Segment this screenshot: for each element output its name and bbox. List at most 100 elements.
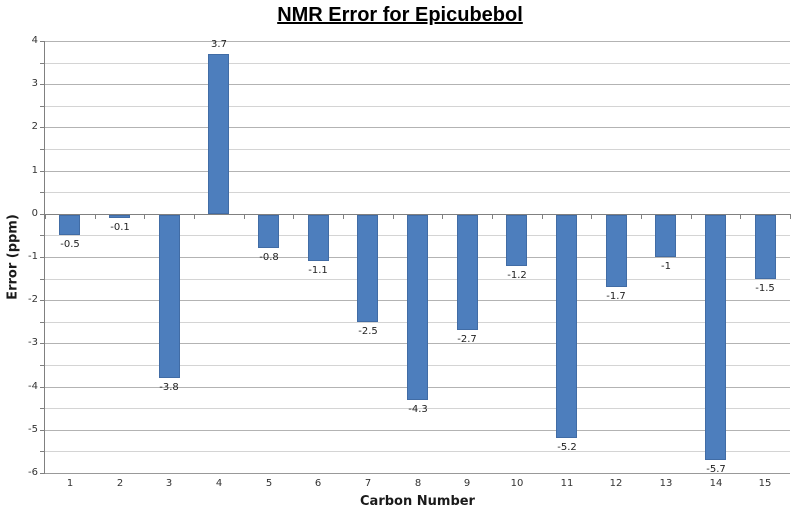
y-tick-label: 0 bbox=[31, 207, 38, 219]
category-axis-tick bbox=[641, 213, 642, 219]
y-axis-tick bbox=[40, 84, 45, 86]
bar-data-label: -0.1 bbox=[110, 222, 130, 234]
bar-data-label: -1.2 bbox=[507, 269, 527, 281]
category-axis-tick bbox=[790, 213, 791, 219]
bar-data-label: -1 bbox=[661, 261, 671, 272]
category-axis-tick bbox=[144, 213, 145, 219]
bar-data-label: -1.1 bbox=[308, 265, 328, 277]
x-category-label: 6 bbox=[314, 478, 322, 489]
y-axis-tick bbox=[40, 213, 45, 215]
bar-data-label: -0.5 bbox=[60, 239, 80, 251]
gridline bbox=[45, 429, 790, 431]
y-axis-tick bbox=[40, 473, 45, 474]
gridline bbox=[45, 41, 790, 42]
chart-title: NMR Error for Epicubebol bbox=[277, 4, 523, 26]
y-axis-tick bbox=[40, 321, 45, 323]
bar-carbon-8 bbox=[407, 214, 428, 400]
bar-carbon-9 bbox=[457, 214, 478, 331]
x-category-label: 10 bbox=[510, 478, 524, 489]
y-tick-label: 1 bbox=[31, 164, 38, 176]
x-category-label: 1 bbox=[66, 478, 74, 489]
zero-gridline bbox=[45, 213, 790, 215]
x-category-label: 11 bbox=[560, 478, 574, 489]
category-axis-tick bbox=[691, 213, 692, 219]
y-axis-tick bbox=[40, 278, 45, 280]
bar-data-label: -2.7 bbox=[457, 334, 477, 346]
gridline bbox=[45, 451, 790, 453]
bar-data-label: -0.8 bbox=[259, 252, 279, 264]
category-axis-tick bbox=[95, 213, 96, 219]
bar-data-label: -5.7 bbox=[706, 464, 726, 476]
y-axis-line bbox=[44, 41, 45, 474]
bar-carbon-11 bbox=[556, 214, 577, 439]
y-axis-tick bbox=[40, 62, 45, 64]
y-axis-tick bbox=[40, 41, 45, 42]
bar-carbon-14 bbox=[705, 214, 726, 461]
bar-data-label: -3.8 bbox=[159, 381, 179, 393]
category-axis-tick bbox=[591, 213, 592, 219]
bar-carbon-5 bbox=[258, 214, 279, 249]
bar-carbon-2 bbox=[109, 214, 130, 219]
bar-data-label: -1.7 bbox=[606, 291, 626, 303]
x-category-label: 5 bbox=[265, 478, 273, 489]
x-category-label: 3 bbox=[165, 478, 173, 489]
gridline bbox=[45, 62, 790, 64]
x-category-label: 8 bbox=[414, 478, 422, 489]
y-axis-tick bbox=[40, 451, 45, 453]
category-axis-tick bbox=[293, 213, 294, 219]
plot-area: -0.5 -0.1 -3.8 3.7 -0.8 -1.1 -2.5 -4.3 -2.7 -1.2 -… bbox=[40, 39, 791, 476]
bar-carbon-15 bbox=[755, 214, 776, 279]
y-tick-label: -3 bbox=[28, 337, 38, 349]
y-tick-label: 4 bbox=[31, 35, 38, 46]
y-axis-tick bbox=[40, 192, 45, 194]
y-axis-tick bbox=[40, 429, 45, 431]
category-axis-tick bbox=[542, 213, 543, 219]
y-tick-label: -1 bbox=[28, 251, 38, 262]
gridline bbox=[45, 84, 790, 86]
category-axis-tick bbox=[343, 213, 344, 219]
bar-carbon-6 bbox=[308, 214, 329, 262]
y-tick-label: 2 bbox=[31, 121, 38, 133]
y-tick-label: -4 bbox=[28, 380, 38, 392]
gridline bbox=[45, 105, 790, 107]
y-axis-tick bbox=[40, 408, 45, 410]
category-axis-tick bbox=[393, 213, 394, 219]
y-axis-tick bbox=[40, 386, 45, 388]
y-tick-label: -5 bbox=[28, 423, 38, 435]
x-category-label: 14 bbox=[709, 478, 723, 489]
bar-carbon-12 bbox=[606, 214, 627, 288]
bar-carbon-7 bbox=[357, 214, 378, 322]
bar-carbon-10 bbox=[506, 214, 527, 266]
y-axis-tick bbox=[40, 149, 45, 150]
y-axis-tick bbox=[40, 257, 45, 258]
bar-data-label: -1.5 bbox=[755, 282, 775, 294]
y-axis-tick bbox=[40, 300, 45, 302]
x-category-label: 7 bbox=[364, 478, 372, 489]
y-tick-label: -2 bbox=[28, 294, 38, 306]
y-axis-tick bbox=[40, 105, 45, 107]
y-axis-tick bbox=[40, 365, 45, 366]
category-axis-tick bbox=[492, 213, 493, 219]
bar-data-label: -5.2 bbox=[557, 442, 577, 454]
gridline bbox=[45, 473, 790, 474]
bar-data-label: -2.5 bbox=[358, 325, 378, 337]
y-tick-label: -6 bbox=[28, 467, 38, 478]
category-axis-tick bbox=[45, 213, 46, 219]
y-axis-tick bbox=[40, 235, 45, 237]
gridline bbox=[45, 149, 790, 150]
bar-carbon-3 bbox=[159, 214, 180, 378]
y-axis-tick bbox=[40, 170, 45, 172]
gridline bbox=[45, 408, 790, 410]
category-axis-tick bbox=[244, 213, 245, 219]
x-category-label: 2 bbox=[116, 478, 124, 489]
gridline bbox=[45, 127, 790, 129]
y-axis-tick bbox=[40, 127, 45, 129]
bar-carbon-1 bbox=[59, 214, 80, 236]
x-category-label: 9 bbox=[463, 478, 471, 489]
category-axis-tick bbox=[194, 213, 195, 219]
bar-carbon-4 bbox=[208, 53, 229, 214]
gridline bbox=[45, 170, 790, 172]
x-axis-title: Carbon Number bbox=[360, 494, 475, 509]
bar-data-label: -4.3 bbox=[408, 403, 428, 415]
